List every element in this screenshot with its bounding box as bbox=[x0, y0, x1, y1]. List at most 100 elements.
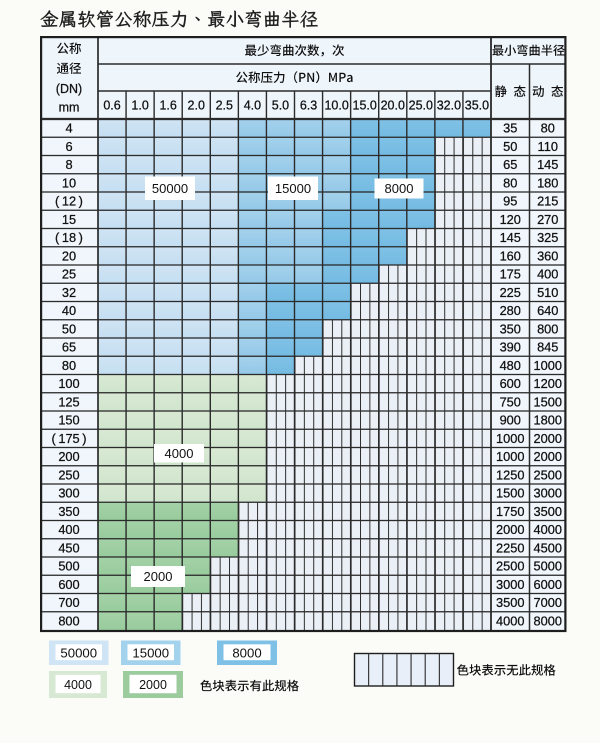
svg-text:100: 100 bbox=[58, 376, 79, 391]
svg-text:1.0: 1.0 bbox=[131, 98, 148, 112]
svg-text:35: 35 bbox=[503, 121, 517, 136]
svg-text:480: 480 bbox=[500, 358, 521, 373]
svg-text:1750: 1750 bbox=[496, 504, 524, 519]
svg-text:2.0: 2.0 bbox=[188, 98, 205, 112]
svg-text:32: 32 bbox=[62, 285, 76, 300]
svg-text:50000: 50000 bbox=[152, 181, 188, 196]
svg-text:1000: 1000 bbox=[496, 449, 524, 464]
svg-text:3000: 3000 bbox=[534, 486, 562, 501]
svg-text:8: 8 bbox=[65, 157, 72, 172]
svg-text:50: 50 bbox=[62, 321, 76, 336]
svg-text:350: 350 bbox=[58, 504, 79, 519]
svg-text:1500: 1500 bbox=[534, 394, 562, 409]
svg-text:80: 80 bbox=[62, 358, 76, 373]
svg-text:3000: 3000 bbox=[496, 577, 524, 592]
svg-text:95: 95 bbox=[503, 194, 517, 209]
svg-text:270: 270 bbox=[537, 212, 558, 227]
svg-text:325: 325 bbox=[537, 230, 558, 245]
svg-text:175: 175 bbox=[500, 267, 521, 282]
svg-text:1000: 1000 bbox=[534, 358, 562, 373]
svg-text:400: 400 bbox=[537, 267, 558, 282]
svg-text:3500: 3500 bbox=[496, 595, 524, 610]
svg-text:65: 65 bbox=[62, 340, 76, 355]
svg-text:4.0: 4.0 bbox=[244, 98, 261, 112]
svg-text:( 18 ): ( 18 ) bbox=[55, 230, 83, 245]
svg-text:2000: 2000 bbox=[139, 678, 167, 692]
svg-text:145: 145 bbox=[537, 157, 558, 172]
svg-text:2500: 2500 bbox=[496, 559, 524, 574]
svg-text:mm: mm bbox=[59, 101, 80, 115]
svg-text:4000: 4000 bbox=[534, 522, 562, 537]
svg-text:( 12 ): ( 12 ) bbox=[55, 194, 83, 209]
svg-text:500: 500 bbox=[58, 559, 79, 574]
svg-text:900: 900 bbox=[500, 413, 521, 428]
svg-text:2000: 2000 bbox=[144, 569, 173, 584]
svg-text:215: 215 bbox=[537, 194, 558, 209]
svg-text:225: 225 bbox=[500, 285, 521, 300]
svg-text:6: 6 bbox=[65, 139, 72, 154]
svg-text:80: 80 bbox=[503, 175, 517, 190]
svg-text:0.6: 0.6 bbox=[103, 98, 120, 112]
svg-text:125: 125 bbox=[58, 394, 79, 409]
svg-text:5000: 5000 bbox=[534, 559, 562, 574]
svg-text:120: 120 bbox=[500, 212, 521, 227]
svg-text:20.0: 20.0 bbox=[381, 98, 405, 112]
svg-text:1.6: 1.6 bbox=[159, 98, 176, 112]
svg-text:20: 20 bbox=[62, 248, 76, 263]
svg-text:5.0: 5.0 bbox=[272, 98, 289, 112]
svg-text:600: 600 bbox=[58, 577, 79, 592]
svg-text:7000: 7000 bbox=[534, 595, 562, 610]
svg-text:1800: 1800 bbox=[534, 413, 562, 428]
svg-text:25.0: 25.0 bbox=[409, 98, 433, 112]
svg-text:10.0: 10.0 bbox=[324, 98, 348, 112]
svg-text:50000: 50000 bbox=[60, 646, 97, 661]
svg-text:390: 390 bbox=[500, 340, 521, 355]
svg-text:800: 800 bbox=[58, 613, 79, 628]
svg-text:2500: 2500 bbox=[534, 467, 562, 482]
svg-text:4: 4 bbox=[65, 121, 72, 136]
svg-text:160: 160 bbox=[500, 248, 521, 263]
svg-text:65: 65 bbox=[503, 157, 517, 172]
svg-text:4500: 4500 bbox=[534, 540, 562, 555]
svg-text:1000: 1000 bbox=[496, 431, 524, 446]
svg-text:6.3: 6.3 bbox=[300, 98, 317, 112]
svg-text:145: 145 bbox=[500, 230, 521, 245]
svg-text:15.0: 15.0 bbox=[353, 98, 377, 112]
svg-text:35.0: 35.0 bbox=[465, 98, 489, 112]
svg-text:50: 50 bbox=[503, 139, 517, 154]
svg-text:1250: 1250 bbox=[496, 467, 524, 482]
svg-text:750: 750 bbox=[500, 394, 521, 409]
svg-text:450: 450 bbox=[58, 540, 79, 555]
svg-text:( 175 ): ( 175 ) bbox=[52, 431, 87, 446]
svg-text:6000: 6000 bbox=[534, 577, 562, 592]
svg-text:4000: 4000 bbox=[496, 613, 524, 628]
svg-text:15000: 15000 bbox=[132, 646, 169, 661]
svg-text:80: 80 bbox=[541, 121, 555, 136]
svg-text:800: 800 bbox=[537, 321, 558, 336]
svg-text:845: 845 bbox=[537, 340, 558, 355]
svg-text:150: 150 bbox=[58, 413, 79, 428]
svg-text:700: 700 bbox=[58, 595, 79, 610]
svg-text:300: 300 bbox=[58, 486, 79, 501]
svg-text:110: 110 bbox=[538, 139, 558, 154]
svg-text:(DN): (DN) bbox=[56, 82, 82, 96]
svg-text:8000: 8000 bbox=[232, 646, 261, 661]
svg-text:4000: 4000 bbox=[64, 678, 92, 692]
svg-text:1500: 1500 bbox=[496, 486, 524, 501]
svg-text:640: 640 bbox=[537, 303, 558, 318]
svg-text:4000: 4000 bbox=[165, 446, 194, 461]
svg-text:10: 10 bbox=[62, 175, 76, 190]
svg-text:3500: 3500 bbox=[534, 504, 562, 519]
svg-text:2000: 2000 bbox=[534, 449, 562, 464]
svg-text:280: 280 bbox=[500, 303, 521, 318]
svg-text:400: 400 bbox=[58, 522, 79, 537]
svg-text:1200: 1200 bbox=[534, 376, 562, 391]
svg-text:200: 200 bbox=[58, 449, 79, 464]
svg-text:2.5: 2.5 bbox=[216, 98, 233, 112]
svg-text:510: 510 bbox=[537, 285, 558, 300]
svg-text:32.0: 32.0 bbox=[437, 98, 461, 112]
svg-text:2000: 2000 bbox=[496, 522, 524, 537]
svg-text:250: 250 bbox=[58, 467, 79, 482]
svg-text:600: 600 bbox=[500, 376, 521, 391]
svg-text:350: 350 bbox=[500, 321, 521, 336]
